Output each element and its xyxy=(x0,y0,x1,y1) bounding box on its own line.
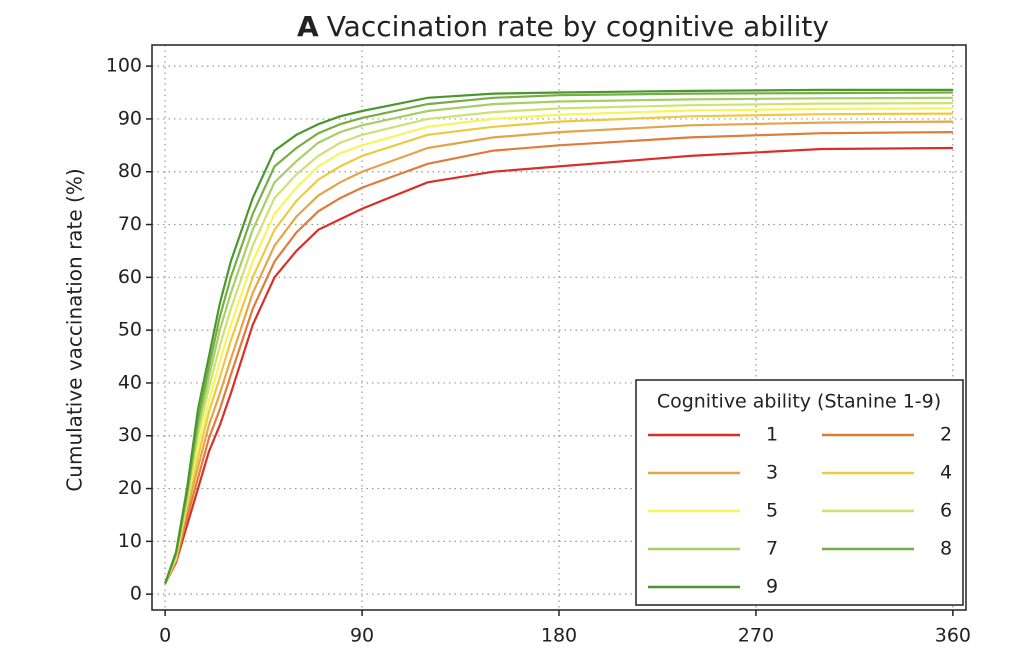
series-line xyxy=(164,91,953,584)
chart-title-group: A Vaccination rate by cognitive ability xyxy=(297,10,829,43)
legend-label: 8 xyxy=(940,538,952,560)
chart-title: Vaccination rate by cognitive ability xyxy=(327,10,829,43)
y-tick-label: 50 xyxy=(118,319,142,341)
series-line xyxy=(164,131,953,585)
legend-label: 7 xyxy=(766,538,778,560)
legend-title: Cognitive ability (Stanine 1-9) xyxy=(657,391,941,413)
legend-label: 2 xyxy=(940,424,952,446)
x-tick-label: 270 xyxy=(738,625,774,647)
series-line xyxy=(164,88,953,584)
y-tick-label: 10 xyxy=(118,530,142,552)
y-tick-label: 100 xyxy=(106,55,142,77)
y-tick-label: 40 xyxy=(118,371,142,393)
x-tick-label: 360 xyxy=(935,625,971,647)
series-line xyxy=(164,112,953,585)
x-tick-label: 0 xyxy=(159,625,171,647)
series-line xyxy=(164,107,953,585)
y-tick-label: 30 xyxy=(118,424,142,446)
y-axis-label: Cumulative vaccination rate (%) xyxy=(63,168,87,491)
series-line xyxy=(164,146,953,585)
series-line xyxy=(164,102,953,585)
legend-label: 1 xyxy=(766,424,778,446)
x-tick-label: 90 xyxy=(350,625,374,647)
series-line xyxy=(164,120,953,585)
series-line xyxy=(164,96,953,584)
legend-box xyxy=(635,379,964,606)
x-tick-label: 180 xyxy=(541,625,577,647)
y-tick-label: 70 xyxy=(118,213,142,235)
legend-label: 6 xyxy=(940,500,952,522)
legend-label: 9 xyxy=(766,576,778,598)
y-tick-label: 60 xyxy=(118,266,142,288)
legend-label: 4 xyxy=(940,462,952,484)
y-tick-label: 90 xyxy=(118,107,142,129)
plot-frame xyxy=(151,44,967,611)
y-tick-label: 20 xyxy=(118,477,142,499)
panel-label: A xyxy=(297,10,319,43)
legend-label: 5 xyxy=(766,500,778,522)
y-tick-label: 0 xyxy=(130,583,142,605)
y-tick-label: 80 xyxy=(118,160,142,182)
legend-label: 3 xyxy=(766,462,778,484)
